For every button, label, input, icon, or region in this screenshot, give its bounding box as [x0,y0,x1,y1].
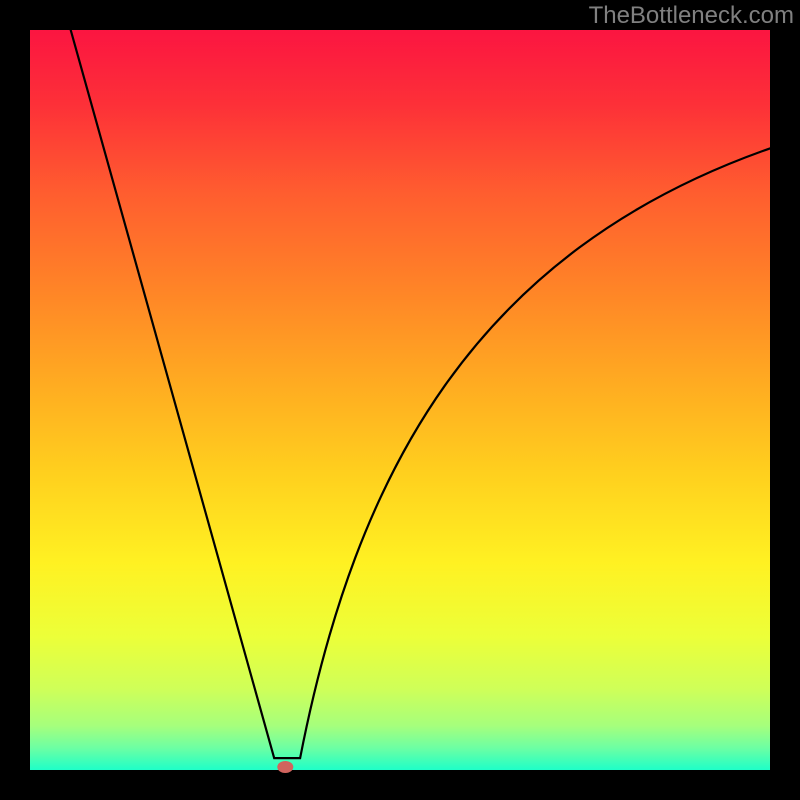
optimal-point-marker [277,761,293,773]
plot-background [30,30,770,770]
chart-container: TheBottleneck.com [0,0,800,800]
watermark-text: TheBottleneck.com [589,2,794,30]
bottleneck-chart [0,0,800,800]
